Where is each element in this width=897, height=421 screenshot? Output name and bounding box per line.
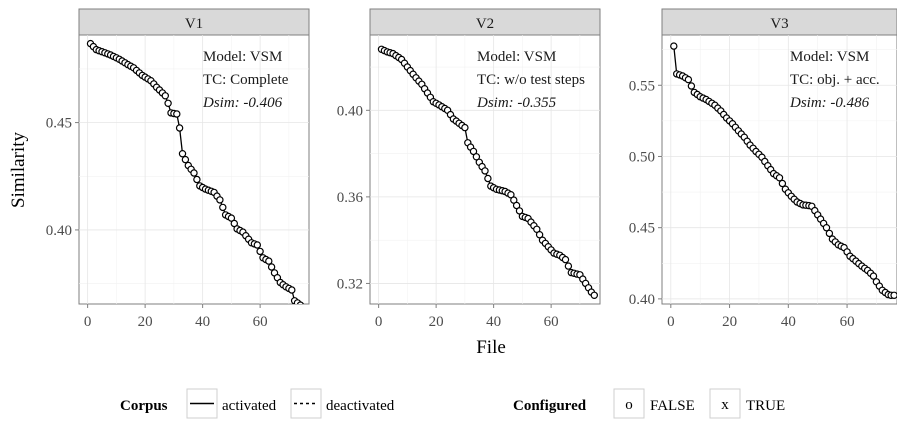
y-tick-label: 0.40	[46, 223, 72, 239]
legend-symbol-true: x	[721, 397, 729, 413]
data-point-false	[535, 230, 544, 239]
data-point-false	[561, 255, 570, 264]
x-tick-label: 20	[138, 314, 153, 330]
panel-v3: V3 0 20 40 60 0.40 0.45 0.50 0.55 Model: VSM TC: o…	[629, 8, 897, 330]
data-point-false	[472, 153, 481, 161]
x-tick-label: 40	[781, 314, 796, 330]
annotation-dsim: Dsim: -0.355	[476, 95, 557, 111]
annotation-tc: TC: obj. + acc.	[790, 72, 880, 88]
series-activated	[86, 39, 306, 313]
data-point-false	[484, 174, 492, 183]
data-point-false	[300, 307, 306, 313]
data-point-false	[775, 174, 784, 182]
data-point-false	[778, 179, 787, 188]
data-point-false	[670, 42, 678, 50]
data-point-false	[288, 286, 296, 294]
legend-label-true: TRUE	[746, 398, 785, 414]
y-tick-label: 0.40	[337, 103, 363, 119]
data-point-false	[564, 262, 573, 270]
x-tick-label: 60	[253, 314, 268, 330]
data-point-false	[216, 196, 224, 204]
x-tick-label: 0	[667, 314, 675, 330]
legend: Corpus activated deactivated Configured o FAL…	[120, 388, 785, 419]
data-point-false	[161, 92, 169, 100]
data-point-false	[178, 149, 187, 158]
facet-strip-label: V2	[476, 16, 494, 32]
annotation-dsim: Dsim: -0.406	[202, 95, 283, 111]
y-tick-label: 0.45	[46, 116, 72, 132]
x-tick-label: 0	[375, 314, 383, 330]
data-point-false	[181, 155, 190, 164]
legend-label-false: FALSE	[650, 398, 695, 414]
legend-symbol-false: o	[625, 397, 633, 413]
y-axis-title: Similarity	[8, 132, 29, 209]
annotation-model: Model: VSM	[477, 49, 556, 65]
data-point-false	[175, 124, 184, 132]
annotation-model: Model: VSM	[790, 49, 869, 65]
data-point-false	[515, 207, 524, 215]
data-point-false	[590, 291, 599, 299]
legend-key-false	[613, 388, 645, 419]
data-point-false	[822, 223, 831, 232]
y-tick-label: 0.55	[629, 78, 655, 94]
legend-key-true	[709, 388, 741, 419]
x-tick-label: 60	[544, 314, 559, 330]
x-tick-label: 40	[195, 314, 210, 330]
x-tick-label: 20	[722, 314, 737, 330]
legend-title-corpus: Corpus	[120, 398, 168, 414]
data-point-false	[890, 291, 897, 299]
series-activated	[670, 42, 897, 299]
x-tick-label: 0	[84, 314, 92, 330]
facet-strip-label: V3	[770, 16, 788, 32]
data-point-false	[267, 263, 276, 271]
x-tick-label: 20	[429, 314, 444, 330]
facet-strip-label: V1	[185, 16, 203, 32]
data-point-false	[507, 190, 515, 199]
data-point-false	[825, 229, 834, 238]
legend-label-activated: activated	[222, 398, 277, 414]
data-point-false	[469, 147, 478, 156]
annotation-tc: TC: Complete	[203, 72, 289, 88]
y-tick-label: 0.40	[629, 292, 655, 308]
panel-v1: V1 0 20 40 60 0.40 0.45 Model: VSM TC: Complete D…	[46, 8, 310, 330]
y-tick-label: 0.36	[337, 190, 364, 206]
facet-strip	[78, 8, 310, 36]
series-activated	[377, 45, 599, 299]
data-point-false	[512, 201, 521, 210]
annotation-dsim: Dsim: -0.486	[789, 95, 870, 111]
data-point-false	[164, 99, 172, 108]
data-point-false	[481, 167, 489, 175]
y-tick-label: 0.32	[337, 276, 363, 292]
data-point-false	[461, 123, 469, 132]
data-point-false	[869, 272, 878, 280]
y-tick-label: 0.50	[629, 149, 655, 165]
data-point-false	[193, 175, 201, 184]
legend-title-configured: Configured	[513, 398, 587, 414]
legend-label-deactivated: deactivated	[326, 398, 395, 414]
data-point-false	[173, 110, 181, 118]
data-point-false	[253, 241, 261, 249]
data-point-false	[687, 82, 696, 90]
data-point-false	[227, 214, 236, 222]
y-tick-label: 0.45	[629, 221, 655, 237]
data-point-false	[256, 247, 264, 256]
x-tick-label: 60	[840, 314, 855, 330]
facet-strip	[369, 8, 601, 36]
data-point-false	[219, 203, 227, 212]
x-tick-label: 40	[486, 314, 501, 330]
panel-v2: V2 0 20 40 60 0.32 0.36 0.40 Model: VSM TC: w/o t…	[337, 8, 601, 330]
x-axis-title: File	[476, 337, 506, 358]
data-point-false	[684, 75, 693, 84]
annotation-tc: TC: w/o test steps	[477, 72, 585, 88]
data-point-false	[190, 169, 198, 177]
data-point-false	[296, 301, 304, 304]
facet-strip	[661, 8, 897, 36]
data-point-false	[265, 257, 273, 265]
annotation-model: Model: VSM	[203, 49, 282, 65]
